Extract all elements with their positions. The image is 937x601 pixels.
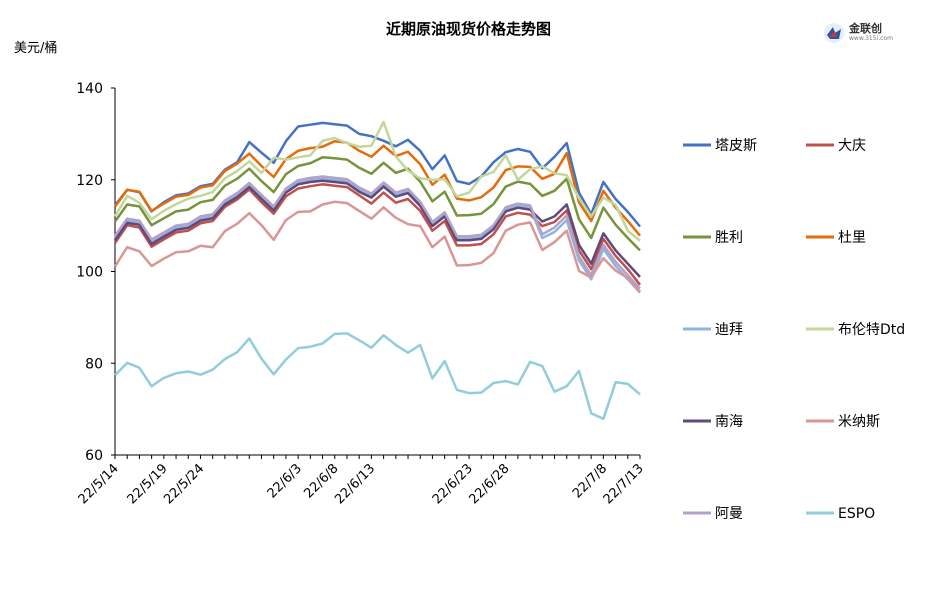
y-tick-label: 140: [76, 81, 103, 97]
legend-label: 米纳斯: [838, 414, 880, 430]
legend-item-ESPO: ESPO: [806, 506, 875, 522]
series-line-布伦特Dtd: [113, 120, 641, 242]
series-line-胜利: [113, 156, 641, 252]
x-tick-label: 22/6/13: [332, 461, 378, 507]
logo-mark-icon: [824, 23, 844, 43]
x-tick-label: 22/5/14: [76, 461, 122, 507]
legend-label: 阿曼: [715, 506, 743, 522]
y-tick-label: 60: [85, 448, 103, 464]
series-line-迪拜: [113, 177, 641, 294]
series-line-南海: [113, 179, 641, 278]
chart-title: 近期原油现货价格走势图: [385, 20, 551, 38]
legend-label: 大庆: [838, 138, 866, 154]
x-tick-label: 22/7/13: [601, 461, 647, 507]
legend-label: 塔皮斯: [715, 138, 757, 154]
legend-item-迪拜: 迪拜: [683, 322, 743, 338]
y-tick-label: 120: [76, 173, 103, 189]
legend-label: 杜里: [838, 230, 866, 246]
legend-label: 布伦特Dtd: [838, 322, 905, 338]
legend-item-米纳斯: 米纳斯: [806, 414, 880, 430]
brand-logo: 金联创 www.315i.com: [823, 20, 903, 48]
legend-label: 迪拜: [715, 322, 743, 338]
legend-label: 胜利: [715, 230, 743, 246]
series-line-塔皮斯: [114, 121, 641, 228]
legend-label: 南海: [715, 414, 743, 430]
y-axis-unit-label: 美元/桶: [14, 41, 58, 56]
legend-item-胜利: 胜利: [683, 230, 743, 246]
x-tick-label: 22/6/3: [265, 461, 305, 501]
series-line-杜里: [113, 139, 641, 237]
series-line-ESPO: [114, 332, 641, 421]
y-tick-label: 100: [76, 265, 103, 281]
legend-item-布伦特Dtd: 布伦特Dtd: [806, 322, 905, 338]
legend-item-南海: 南海: [683, 414, 743, 430]
legend-label: ESPO: [838, 506, 875, 522]
x-tick-label: 22/5/24: [161, 461, 207, 507]
series-line-大庆: [113, 183, 641, 286]
legend-item-大庆: 大庆: [806, 138, 866, 154]
legend-item-阿曼: 阿曼: [683, 506, 743, 522]
logo-text: 金联创: [849, 22, 882, 35]
logo-url: www.315i.com: [849, 35, 893, 42]
series-line-米纳斯: [113, 200, 641, 293]
y-tick-label: 80: [85, 356, 103, 372]
legend-item-杜里: 杜里: [806, 230, 866, 246]
legend-item-塔皮斯: 塔皮斯: [683, 138, 757, 154]
series-line-阿曼: [113, 175, 641, 290]
x-tick-label: 22/6/28: [466, 461, 512, 507]
